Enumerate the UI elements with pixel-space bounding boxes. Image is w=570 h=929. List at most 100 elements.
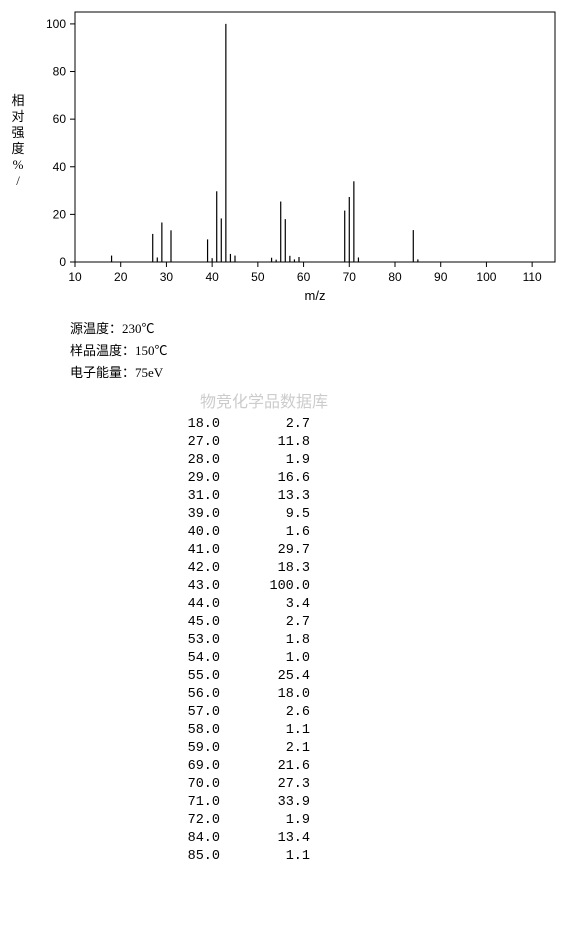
table-row: 72.01.9 xyxy=(150,812,570,830)
mz-value: 85.0 xyxy=(150,848,220,866)
svg-text:100: 100 xyxy=(476,270,496,284)
mz-value: 39.0 xyxy=(150,506,220,524)
svg-text:40: 40 xyxy=(53,160,67,174)
svg-text:相: 相 xyxy=(11,93,24,108)
mz-value: 18.0 xyxy=(150,416,220,434)
intensity-value: 1.1 xyxy=(220,848,310,866)
table-row: 41.029.7 xyxy=(150,542,570,560)
mz-value: 84.0 xyxy=(150,830,220,848)
svg-text:10: 10 xyxy=(68,270,82,284)
svg-text:对: 对 xyxy=(11,109,24,124)
mz-value: 40.0 xyxy=(150,524,220,542)
svg-text:20: 20 xyxy=(114,270,128,284)
svg-text:/: / xyxy=(16,173,20,188)
intensity-value: 18.3 xyxy=(220,560,310,578)
svg-text:度: 度 xyxy=(11,141,24,156)
table-row: 85.01.1 xyxy=(150,848,570,866)
mz-value: 53.0 xyxy=(150,632,220,650)
intensity-value: 18.0 xyxy=(220,686,310,704)
source-temp-value: 230℃ xyxy=(122,321,155,336)
intensity-value: 11.8 xyxy=(220,434,310,452)
mz-value: 71.0 xyxy=(150,794,220,812)
mz-value: 45.0 xyxy=(150,614,220,632)
table-row: 70.027.3 xyxy=(150,776,570,794)
table-row: 59.02.1 xyxy=(150,740,570,758)
svg-text:60: 60 xyxy=(53,112,67,126)
table-row: 54.01.0 xyxy=(150,650,570,668)
table-row: 39.09.5 xyxy=(150,506,570,524)
table-row: 58.01.1 xyxy=(150,722,570,740)
table-row: 44.03.4 xyxy=(150,596,570,614)
intensity-value: 21.6 xyxy=(220,758,310,776)
svg-text:0: 0 xyxy=(59,255,66,269)
peak-data-table: 18.02.727.011.828.01.929.016.631.013.339… xyxy=(150,416,570,866)
mz-value: 70.0 xyxy=(150,776,220,794)
svg-text:90: 90 xyxy=(434,270,448,284)
svg-text:60: 60 xyxy=(297,270,311,284)
svg-text:30: 30 xyxy=(160,270,174,284)
table-row: 56.018.0 xyxy=(150,686,570,704)
chart-svg: 102030405060708090100110m/z020406080100相… xyxy=(0,0,570,310)
intensity-value: 29.7 xyxy=(220,542,310,560)
sample-temp-row: 样品温度：150℃ xyxy=(70,340,570,362)
svg-text:100: 100 xyxy=(46,17,66,31)
table-row: 71.033.9 xyxy=(150,794,570,812)
electron-energy-label: 电子能量： xyxy=(70,365,135,380)
sample-temp-label: 样品温度： xyxy=(70,343,135,358)
intensity-value: 2.1 xyxy=(220,740,310,758)
mz-value: 28.0 xyxy=(150,452,220,470)
intensity-value: 100.0 xyxy=(220,578,310,596)
electron-energy-value: 75eV xyxy=(135,365,163,380)
mz-value: 69.0 xyxy=(150,758,220,776)
mz-value: 55.0 xyxy=(150,668,220,686)
intensity-value: 1.0 xyxy=(220,650,310,668)
table-row: 69.021.6 xyxy=(150,758,570,776)
intensity-value: 2.7 xyxy=(220,614,310,632)
intensity-value: 2.7 xyxy=(220,416,310,434)
table-row: 27.011.8 xyxy=(150,434,570,452)
table-row: 45.02.7 xyxy=(150,614,570,632)
intensity-value: 1.6 xyxy=(220,524,310,542)
mz-value: 31.0 xyxy=(150,488,220,506)
intensity-value: 13.4 xyxy=(220,830,310,848)
intensity-value: 13.3 xyxy=(220,488,310,506)
mz-value: 42.0 xyxy=(150,560,220,578)
table-row: 18.02.7 xyxy=(150,416,570,434)
intensity-value: 1.9 xyxy=(220,812,310,830)
table-row: 28.01.9 xyxy=(150,452,570,470)
intensity-value: 33.9 xyxy=(220,794,310,812)
svg-text:强: 强 xyxy=(11,125,24,140)
table-row: 31.013.3 xyxy=(150,488,570,506)
mz-value: 54.0 xyxy=(150,650,220,668)
mz-value: 44.0 xyxy=(150,596,220,614)
table-row: 55.025.4 xyxy=(150,668,570,686)
intensity-value: 1.1 xyxy=(220,722,310,740)
sample-temp-value: 150℃ xyxy=(135,343,168,358)
mz-value: 59.0 xyxy=(150,740,220,758)
electron-energy-row: 电子能量：75eV xyxy=(70,362,570,384)
source-temp-label: 源温度： xyxy=(70,321,122,336)
svg-text:80: 80 xyxy=(388,270,402,284)
mz-value: 72.0 xyxy=(150,812,220,830)
svg-text:%: % xyxy=(13,157,24,172)
metadata-block: 源温度：230℃ 样品温度：150℃ 电子能量：75eV xyxy=(70,318,570,384)
mass-spectrum-chart: 102030405060708090100110m/z020406080100相… xyxy=(0,0,570,310)
table-row: 84.013.4 xyxy=(150,830,570,848)
svg-text:20: 20 xyxy=(53,207,67,221)
intensity-value: 25.4 xyxy=(220,668,310,686)
intensity-value: 1.9 xyxy=(220,452,310,470)
intensity-value: 9.5 xyxy=(220,506,310,524)
intensity-value: 1.8 xyxy=(220,632,310,650)
table-row: 43.0100.0 xyxy=(150,578,570,596)
mz-value: 58.0 xyxy=(150,722,220,740)
svg-text:80: 80 xyxy=(53,65,67,79)
source-temp-row: 源温度：230℃ xyxy=(70,318,570,340)
watermark-text: 物竞化学品数据库 xyxy=(200,388,570,412)
intensity-value: 3.4 xyxy=(220,596,310,614)
mz-value: 57.0 xyxy=(150,704,220,722)
mz-value: 43.0 xyxy=(150,578,220,596)
svg-text:110: 110 xyxy=(523,270,542,284)
svg-text:50: 50 xyxy=(251,270,265,284)
svg-text:m/z: m/z xyxy=(305,288,326,303)
intensity-value: 2.6 xyxy=(220,704,310,722)
